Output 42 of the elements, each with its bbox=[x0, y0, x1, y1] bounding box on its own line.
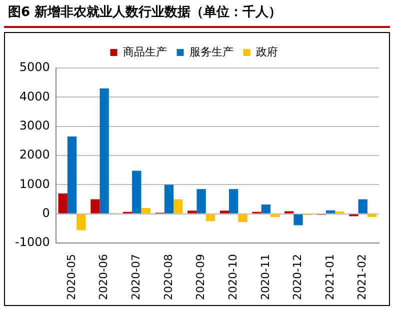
y-tick-label: 0 bbox=[42, 206, 50, 220]
legend-label: 商品生产 bbox=[122, 45, 167, 58]
bar bbox=[261, 204, 270, 214]
bar bbox=[164, 184, 174, 214]
x-tick-label: 2020-09 bbox=[194, 254, 208, 300]
bar bbox=[196, 189, 206, 214]
x-tick-label: 2020-05 bbox=[64, 254, 78, 300]
bar bbox=[76, 214, 86, 230]
x-tick-label: 2020-10 bbox=[226, 254, 240, 300]
bar bbox=[67, 136, 77, 214]
x-tick-label: 2021-01 bbox=[323, 254, 336, 300]
bar bbox=[358, 199, 368, 214]
y-tick-label: 1000 bbox=[19, 176, 50, 191]
bar bbox=[220, 210, 230, 214]
bar bbox=[294, 214, 303, 226]
y-tick-label: -1000 bbox=[14, 235, 50, 250]
bar bbox=[326, 210, 336, 214]
bar bbox=[270, 214, 280, 218]
y-tick-label: 5000 bbox=[19, 60, 50, 74]
y-tick-label: 4000 bbox=[19, 89, 50, 104]
y-tick-label: 2000 bbox=[19, 148, 50, 162]
bar bbox=[206, 214, 216, 222]
legend-label: 政府 bbox=[256, 45, 278, 58]
bar bbox=[188, 210, 197, 214]
bar bbox=[58, 193, 68, 214]
x-tick-label: 2020-11 bbox=[258, 254, 272, 300]
bar bbox=[141, 208, 150, 214]
y-tick-label: 3000 bbox=[19, 118, 50, 132]
x-tick-label: 2020-07 bbox=[130, 254, 143, 300]
bar bbox=[367, 214, 377, 218]
legend-label: 服务生产 bbox=[189, 45, 234, 58]
x-tick-label: 2020-06 bbox=[97, 254, 110, 300]
bar bbox=[132, 170, 142, 214]
bar bbox=[100, 88, 109, 214]
bar bbox=[90, 199, 100, 214]
x-tick-label: 2020-08 bbox=[162, 254, 175, 300]
x-tick-label: 2020-12 bbox=[291, 254, 304, 300]
bar bbox=[229, 189, 238, 214]
bar bbox=[174, 199, 183, 214]
chart-title: 图6 新增非农就业人数行业数据（单位：千人） bbox=[4, 0, 390, 28]
bar bbox=[238, 214, 248, 222]
x-tick-label: 2021-02 bbox=[356, 254, 369, 300]
